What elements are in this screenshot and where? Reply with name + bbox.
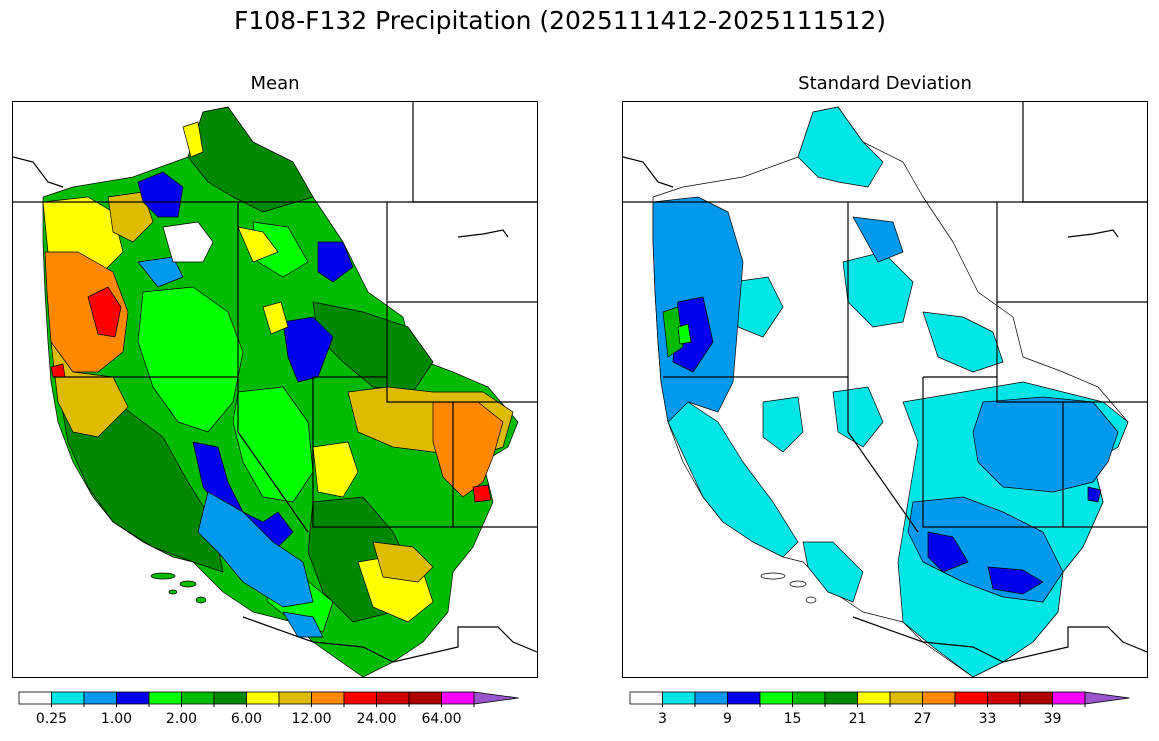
std-region-cyan-w: [667, 401, 799, 558]
mean-colorbar-cell: [51, 691, 85, 705]
mean-island-1: [150, 572, 176, 580]
mean-colorbar-tick-label: 6.00: [230, 711, 263, 727]
std-map: [622, 101, 1148, 678]
mean-panel-title: Mean: [250, 73, 300, 94]
mean-colorbar-tick-label: 1.00: [100, 711, 133, 727]
mean-colorbar-cell: [148, 691, 182, 705]
mean-region-red-e: [472, 484, 492, 503]
mean-colorbar-cell: [246, 691, 280, 705]
std-region-green-2: [677, 323, 692, 345]
mean-region-skyblue-1: [197, 491, 314, 608]
mean-region-yellow-e1: [312, 441, 359, 498]
std-region-cyan-m5: [762, 396, 804, 453]
mean-region-white: [162, 221, 214, 263]
std-colorbar-tick-label: 15: [783, 711, 802, 727]
mean-region-skyblue-2: [137, 256, 184, 288]
std-island-1: [760, 572, 786, 580]
mean-region-dark-green-n: [187, 106, 314, 213]
std-colorbar-cell: [857, 691, 891, 705]
mean-region-gold-se: [372, 541, 434, 583]
std-region-cyan-n: [797, 106, 884, 188]
mean-region-yellow-m: [237, 226, 279, 263]
std-region-cyan-m4: [832, 386, 884, 448]
std-region-cyan-m2: [922, 311, 1004, 373]
std-region-navy-1: [927, 531, 969, 573]
std-colorbar-cell: [987, 691, 1021, 705]
mean-colorbar: [18, 691, 519, 707]
std-colorbar: [629, 691, 1130, 707]
mean-island-2: [179, 580, 197, 588]
mean-colorbar-cell: [18, 691, 52, 705]
std-colorbar-cell: [824, 691, 858, 705]
mean-colorbar-cell: [376, 691, 410, 705]
mean-region-yellow-n2: [182, 121, 204, 158]
mean-colorbar-cell: [408, 691, 442, 705]
mean-colorbar-arrow: [473, 691, 519, 705]
mean-precip-regions: [42, 106, 519, 677]
mean-colorbar-cell: [343, 691, 377, 705]
mean-region-green-1: [137, 286, 244, 433]
mean-region-skyblue-3: [282, 611, 324, 638]
mean-island-3: [195, 596, 207, 604]
std-colorbar-cell: [922, 691, 956, 705]
mean-colorbar-tick-label: 0.25: [35, 711, 68, 727]
mean-colorbar-tick-label: 24.00: [356, 711, 397, 727]
std-colorbar-cells: [629, 691, 1130, 707]
std-colorbar-tick-label: 27: [913, 711, 932, 727]
std-colorbar-tick-label: 21: [848, 711, 867, 727]
mean-region-red-1: [87, 286, 122, 338]
mean-region-green-2: [232, 386, 314, 503]
mean-colorbar-cell: [213, 691, 247, 705]
std-colorbar-arrow: [1084, 691, 1130, 705]
mean-colorbar-cell: [278, 691, 312, 705]
std-colorbar-tick-label: 3: [658, 711, 667, 727]
std-colorbar-cell: [759, 691, 793, 705]
std-colorbar-tick-label: 39: [1043, 711, 1062, 727]
std-colorbar-tick-label: 33: [978, 711, 997, 727]
std-region-navy-2: [987, 566, 1044, 595]
mean-colorbar-tick-label: 12.00: [291, 711, 332, 727]
mean-colorbar-cells: [18, 691, 519, 707]
std-borders: [623, 102, 1147, 663]
figure-title: F108-F132 Precipitation (2025111412-2025…: [233, 6, 886, 35]
std-island-3: [805, 596, 817, 604]
mean-map: [12, 101, 538, 678]
mean-colorbar-tick-label: 64.00: [421, 711, 462, 727]
std-region-cyan-s: [802, 541, 864, 603]
std-colorbar-cell: [629, 691, 663, 705]
mean-colorbar-cell: [311, 691, 345, 705]
std-colorbar-cell: [1052, 691, 1086, 705]
std-region-navy-3: [1087, 486, 1102, 503]
std-colorbar-cell: [889, 691, 923, 705]
std-colorbar-cell: [727, 691, 761, 705]
std-region-blue-e: [972, 396, 1119, 493]
mean-colorbar-cell: [83, 691, 117, 705]
mean-region-orange-coast: [44, 251, 129, 373]
mean-region-orange-e: [432, 401, 504, 498]
mean-colorbar-tick-label: 2.00: [165, 711, 198, 727]
mean-colorbar-cell: [181, 691, 215, 705]
mean-island-4: [168, 589, 178, 595]
mean-borders: [13, 102, 537, 663]
mean-region-yellow-m2: [262, 301, 289, 335]
std-colorbar-cell: [662, 691, 696, 705]
mean-colorbar-cell: [441, 691, 475, 705]
mean-region-gold-coast: [50, 341, 129, 438]
std-region-blue-m: [852, 216, 904, 263]
mean-region-blue-nw2: [317, 241, 354, 283]
std-panel-title: Standard Deviation: [798, 73, 972, 94]
std-colorbar-cell: [792, 691, 826, 705]
mean-region-dark-green-sw: [60, 401, 224, 573]
std-colorbar-tick-label: 9: [723, 711, 732, 727]
std-colorbar-cell: [694, 691, 728, 705]
std-colorbar-cell: [954, 691, 988, 705]
std-region-green-1: [662, 306, 684, 358]
mean-region-gold-nw: [107, 191, 154, 243]
std-island-2: [789, 580, 807, 588]
mean-colorbar-cell: [116, 691, 150, 705]
std-precip-regions: [652, 106, 1129, 677]
std-colorbar-cell: [1019, 691, 1053, 705]
